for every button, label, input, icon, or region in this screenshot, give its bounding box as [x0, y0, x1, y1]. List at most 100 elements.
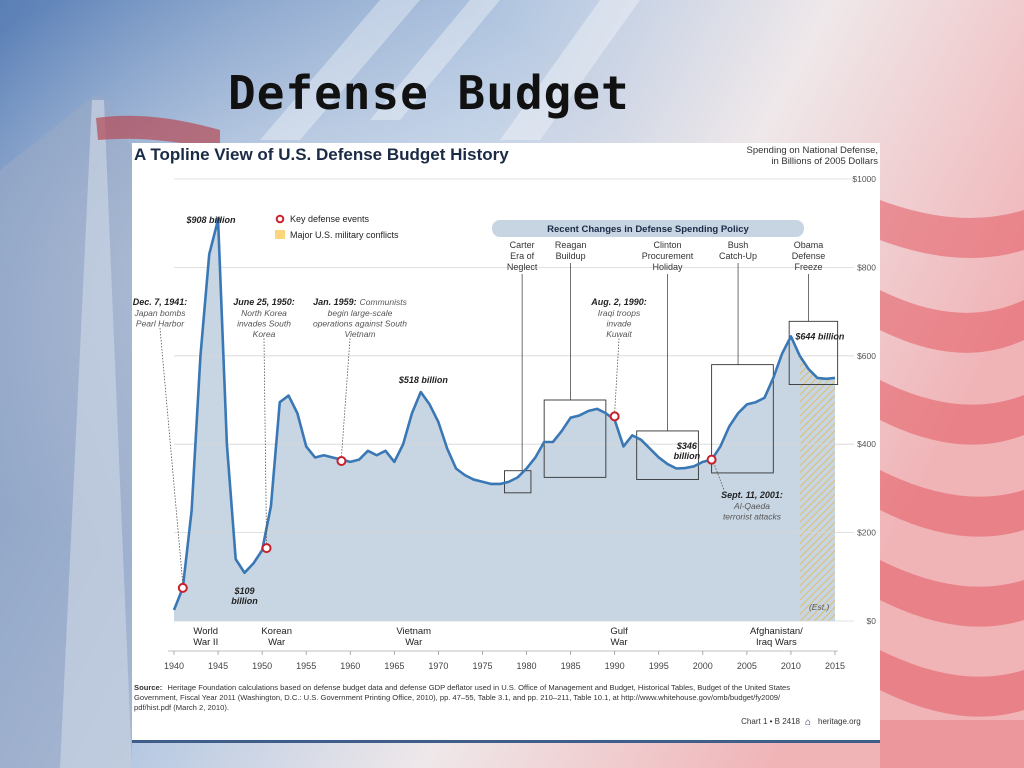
policy-header-bar	[492, 220, 804, 237]
source-line-1: Source: Heritage Foundation calculations…	[134, 683, 790, 692]
policy-label: Reagan	[555, 240, 587, 250]
y-tick-label: $1000	[852, 174, 876, 184]
source-line-2: Government, Fiscal Year 2011 (Washington…	[134, 693, 781, 702]
policy-label: Catch-Up	[719, 251, 757, 261]
y-tick-label: $200	[857, 528, 876, 538]
y-tick-label: $400	[857, 439, 876, 449]
policy-label: Clinton	[654, 240, 682, 250]
policy-label: Carter	[510, 240, 535, 250]
value-label: $644 billion	[794, 331, 845, 341]
source-line-3: pdf/hist.pdf (March 2, 2010).	[134, 703, 229, 712]
event-date: June 25, 1950:	[233, 297, 295, 307]
event-leader	[341, 338, 351, 458]
event-date-text: Jan. 1959:	[313, 297, 357, 307]
policy-label: Freeze	[795, 262, 823, 272]
value-label: $109	[233, 586, 254, 596]
spending-line	[172, 218, 836, 611]
estimate-hatch	[799, 355, 835, 621]
x-tick-label: 1980	[517, 661, 537, 671]
event-marker	[336, 455, 347, 466]
heritage-logo-icon: ⌂	[805, 717, 811, 728]
event-leader	[159, 327, 184, 584]
event-date: Dec. 7, 1941:	[133, 297, 188, 307]
value-label: billion	[231, 596, 258, 606]
event-desc: Japan bombs	[133, 308, 186, 318]
policy-label: Procurement	[642, 251, 694, 261]
policy-box	[711, 364, 774, 474]
policy-label: Holiday	[653, 262, 684, 272]
policy-header: Recent Changes in Defense Spending Polic…	[547, 224, 749, 235]
legend-war-swatch	[275, 230, 285, 239]
policy-label: Obama	[794, 240, 824, 250]
war-label: Vietnam	[396, 626, 431, 637]
policy-label: Era of	[510, 251, 535, 261]
event-desc: Korea	[253, 329, 276, 339]
chart-panel: $0 $200 $400 $600 $800 $1000 Recent Changes i…	[132, 143, 880, 743]
event-marker	[261, 543, 272, 554]
event-desc: invade	[606, 319, 631, 329]
value-label: $518 billion	[398, 375, 449, 385]
y-tick-label: $800	[857, 262, 876, 272]
policy-box	[788, 320, 839, 385]
legend-event-marker	[275, 214, 285, 224]
event-date: Sept. 11, 2001:	[721, 490, 783, 500]
war-label: Korean	[261, 626, 292, 637]
legend-entry: Key defense events	[290, 214, 370, 224]
defense-budget-chart: $0 $200 $400 $600 $800 $1000 Recent Changes i…	[133, 145, 879, 728]
x-tick-label: 1995	[649, 661, 669, 671]
event-leader	[614, 338, 620, 413]
chart-title: A Topline View of U.S. Defense Budget Hi…	[134, 145, 509, 164]
x-tick-label: 1955	[296, 661, 316, 671]
event-desc: Al-Qaeda	[733, 501, 770, 511]
event-date: Aug. 2, 1990:	[590, 297, 647, 307]
policy-box	[543, 399, 607, 478]
heritage-site: heritage.org	[818, 717, 861, 726]
event-leader	[713, 462, 725, 491]
policy-label: Bush	[728, 240, 749, 250]
war-label: Gulf	[610, 626, 628, 637]
value-label: $908 billion	[186, 215, 237, 225]
event-desc: begin large-scale	[328, 308, 393, 318]
x-tick-label: 1990	[605, 661, 625, 671]
x-tick-label: 1960	[340, 661, 360, 671]
x-tick-label: 1945	[208, 661, 228, 671]
x-tick-label: 1950	[252, 661, 272, 671]
x-tick-label: 1985	[561, 661, 581, 671]
x-tick-label: 1970	[428, 661, 448, 671]
event-desc: invades South	[237, 319, 291, 329]
y-tick-label: $0	[867, 616, 877, 626]
x-tick-label: 2010	[781, 661, 801, 671]
war-label: War	[405, 637, 422, 648]
policy-label: Defense	[792, 251, 826, 261]
war-label: Afghanistan/	[750, 626, 803, 637]
y-tick-label: $600	[857, 351, 876, 361]
war-label: War	[268, 637, 285, 648]
event-marker	[706, 454, 717, 465]
event-desc: Communists	[360, 297, 408, 307]
policy-label: Neglect	[507, 262, 538, 272]
war-label: War	[611, 637, 628, 648]
chart-subtitle-line-1: Spending on National Defense,	[746, 145, 878, 156]
peak-marker	[215, 217, 221, 223]
chart-subtitle-line-2: in Billions of 2005 Dollars	[771, 156, 878, 167]
event-desc: Kuwait	[606, 329, 632, 339]
source-label: Source:	[134, 683, 162, 692]
chart-credit: Chart 1 • B 2418	[741, 717, 800, 726]
war-label: Iraq Wars	[756, 637, 797, 648]
event-desc: North Korea	[241, 308, 287, 318]
policy-box	[636, 430, 699, 481]
spending-area	[174, 219, 835, 621]
x-tick-label: 2000	[693, 661, 713, 671]
slide-title: Defense Budget	[228, 66, 630, 120]
event-leader	[263, 338, 267, 545]
x-tick-label: 1965	[384, 661, 404, 671]
event-desc: Iraqi troops	[598, 308, 641, 318]
event-marker	[609, 411, 620, 422]
x-tick-label: 1940	[164, 661, 184, 671]
event-desc: Vietnam	[344, 329, 375, 339]
event-desc: terrorist attacks	[723, 512, 782, 522]
source-text-1: Heritage Foundation calculations based o…	[167, 683, 790, 692]
event-desc: Pearl Harbor	[136, 319, 185, 329]
legend-entry: Major U.S. military conflicts	[290, 230, 399, 240]
war-label: War II	[193, 637, 218, 648]
